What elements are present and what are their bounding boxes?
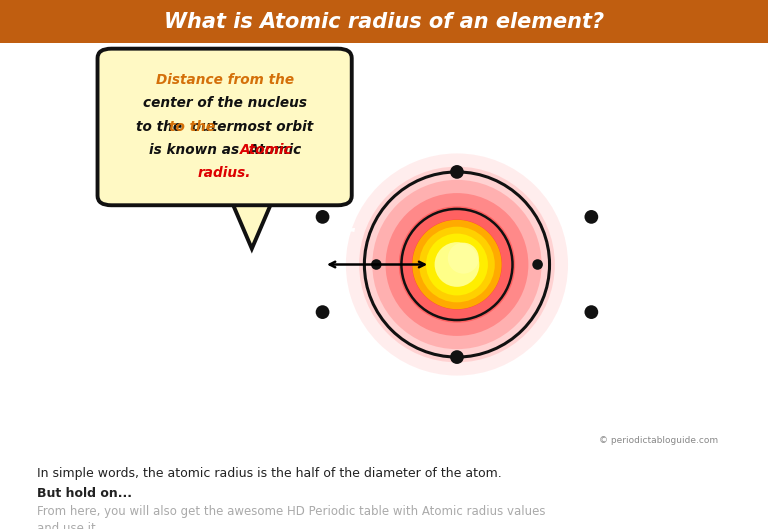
Bar [0,0,768,43]
Text: In simple words, the atomic radius is the half of the diameter of the atom.: In simple words, the atomic radius is th… [37,467,502,480]
Ellipse shape [412,220,502,309]
Text: to the  outermost orbit: to the outermost orbit [136,120,313,133]
Ellipse shape [450,350,464,364]
Text: and use it.: and use it. [37,522,99,529]
Ellipse shape [371,259,382,270]
Ellipse shape [372,180,541,349]
Ellipse shape [346,153,568,376]
Text: r: r [339,222,353,250]
Text: From here, you will also get the awesome HD Periodic table with Atomic radius va: From here, you will also get the awesome… [37,505,545,518]
Ellipse shape [316,210,329,224]
Text: is known as  Atomic: is known as Atomic [148,143,301,157]
Ellipse shape [435,242,479,287]
Text: center of the nucleus: center of the nucleus [143,96,306,110]
Ellipse shape [386,193,528,336]
Ellipse shape [532,259,543,270]
Text: Distance from the: Distance from the [156,73,293,87]
Bar [227,192,276,198]
Ellipse shape [584,305,598,319]
Ellipse shape [426,234,488,295]
Ellipse shape [412,220,502,309]
Ellipse shape [399,206,515,323]
Text: What is Atomic radius of an element?: What is Atomic radius of an element? [164,12,604,32]
Ellipse shape [419,226,495,302]
Ellipse shape [450,165,464,179]
Polygon shape [229,196,274,249]
Text: © periodictabloguide.com: © periodictabloguide.com [599,436,718,445]
Text: to the: to the [169,120,216,133]
Ellipse shape [316,305,329,319]
Ellipse shape [448,243,478,273]
Text: Atomic: Atomic [240,143,293,157]
Text: radius.: radius. [198,166,251,180]
FancyBboxPatch shape [98,49,352,205]
Text: But hold on...: But hold on... [37,487,132,500]
Ellipse shape [584,210,598,224]
Ellipse shape [359,167,554,362]
